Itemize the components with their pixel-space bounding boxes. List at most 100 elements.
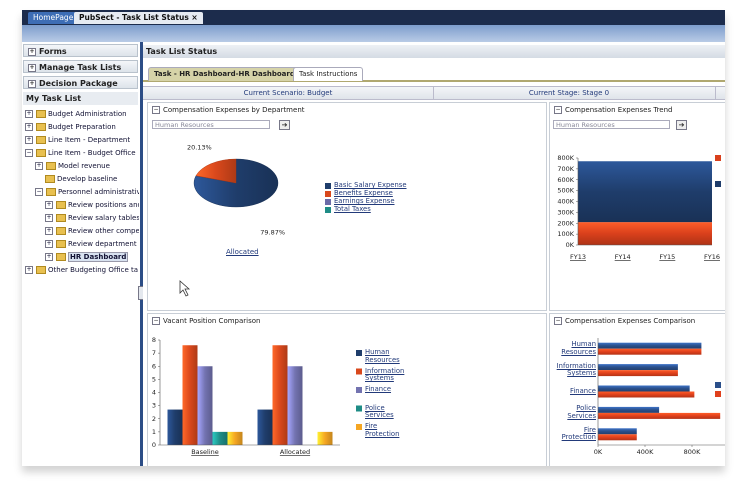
close-icon[interactable]: × xyxy=(191,13,198,22)
tree-item[interactable]: − Personnel administrative xyxy=(22,186,139,199)
legend-swatch xyxy=(325,191,331,197)
y-tick-label: 6 xyxy=(152,362,156,370)
tree-label: Budget Preparation xyxy=(48,123,116,131)
tree-item[interactable]: + Review salary tables xyxy=(45,214,139,222)
accordion-header[interactable]: + Manage Task Lists xyxy=(23,60,138,73)
legend-swatch xyxy=(715,391,721,397)
legend-label[interactable]: Human Resources xyxy=(365,348,400,364)
tree-item[interactable]: + Line Item - Department xyxy=(25,136,131,144)
tree-item[interactable]: − Line Item - Budget Office xyxy=(25,149,136,157)
y-tick-label: 700K xyxy=(557,165,574,173)
dropdown[interactable]: Human Resources xyxy=(152,120,270,129)
legend-label[interactable]: Total Taxes xyxy=(334,205,371,213)
legend-label[interactable]: Police Services xyxy=(365,403,394,419)
legend-swatch xyxy=(356,350,362,356)
y-tick-label: 600K xyxy=(557,176,574,184)
legend-swatch xyxy=(325,183,331,189)
panel-title: − Vacant Position Comparison xyxy=(152,317,261,325)
header-band xyxy=(22,25,725,42)
y-tick-label: 100K xyxy=(557,230,574,238)
panel-title-text: Compensation Expenses by Department xyxy=(163,106,305,114)
tab-label: PubSect - Task List Status xyxy=(79,13,189,22)
bar xyxy=(598,364,678,371)
data-label: 20.13% xyxy=(187,144,212,152)
tree-label: Review salary tables xyxy=(68,214,139,222)
y-tick-label: 4 xyxy=(152,389,156,397)
go-button[interactable]: ➔ xyxy=(676,120,687,130)
bar xyxy=(287,366,303,445)
divider xyxy=(715,87,716,99)
tree-item[interactable]: + Model revenue xyxy=(35,162,110,170)
x-tick-label: FY16 xyxy=(704,253,720,261)
category-label[interactable]: Information Systems xyxy=(556,361,596,378)
go-button[interactable]: ➔ xyxy=(279,120,290,130)
tree-item[interactable]: + Budget Preparation xyxy=(25,123,116,131)
pie-link[interactable]: Allocated xyxy=(226,248,259,256)
area xyxy=(578,222,712,245)
x-tick-label: 400K xyxy=(637,448,654,456)
page-title: Task List Status xyxy=(143,45,725,58)
panel-title: − Compensation Expenses Trend xyxy=(554,106,673,114)
tree-item[interactable]: + Review department d xyxy=(22,238,139,251)
y-tick-label: 8 xyxy=(152,336,156,344)
tree-item[interactable]: + Other Budgeting Office ta xyxy=(25,266,139,274)
scenario-bar: Current Scenario: Budget Current Stage: … xyxy=(143,86,725,100)
dropdown[interactable]: Human Resources xyxy=(553,120,670,129)
tree-item[interactable]: + Review positions and xyxy=(22,199,139,212)
legend-label[interactable]: Finance xyxy=(365,385,392,393)
charts-group: 79.87%20.13%0K100K200K300K400K500K600K70… xyxy=(152,144,725,456)
tree-label: Review department d xyxy=(68,240,139,248)
tab[interactable]: HomePage xyxy=(28,12,79,24)
task-tab[interactable]: Task Instructions xyxy=(293,67,364,81)
splitter[interactable] xyxy=(140,42,143,466)
tree-label: Review other compen xyxy=(68,227,139,235)
bar xyxy=(598,348,702,355)
legend-label[interactable]: Benefits Expense xyxy=(334,189,393,197)
legend-swatch xyxy=(325,207,331,213)
tree-label: Personnel administrative xyxy=(58,188,139,196)
bar xyxy=(167,409,183,445)
tree-item[interactable]: + Budget Administration xyxy=(25,110,127,118)
legend-swatch xyxy=(356,368,362,375)
bar xyxy=(317,431,333,445)
tree-item[interactable]: + HR Dashboard xyxy=(45,252,129,262)
legend-label[interactable]: Earnings Expense xyxy=(334,197,395,205)
y-tick-label: 1 xyxy=(152,428,156,436)
panel-title-text: Compensation Expenses Comparison xyxy=(565,317,696,325)
legend-label[interactable]: Fire Protection xyxy=(365,422,400,438)
divider xyxy=(433,87,434,99)
accordion-header[interactable]: + Forms xyxy=(23,44,138,57)
category-label[interactable]: Finance xyxy=(569,386,596,395)
tree-item[interactable]: Develop baseline xyxy=(22,173,139,186)
y-tick-label: 400K xyxy=(557,198,574,206)
bar xyxy=(257,409,273,445)
bar xyxy=(598,428,637,435)
panel-header: My Task List xyxy=(23,92,138,105)
scenario[interactable]: Current Scenario: Budget xyxy=(243,89,333,97)
tree-item[interactable]: + Review other compen xyxy=(22,225,139,238)
panel-title: − Compensation Expenses Comparison xyxy=(554,317,696,325)
x-tick-label: FY14 xyxy=(615,253,631,261)
stage[interactable]: Current Stage: Stage 0 xyxy=(528,89,610,97)
legend-label[interactable]: Information Systems xyxy=(365,366,405,382)
tree-label: Line Item - Department xyxy=(48,136,131,144)
legend-swatch xyxy=(715,155,721,161)
tab[interactable]: PubSect - Task List Status × xyxy=(74,12,203,24)
bar xyxy=(272,345,288,445)
legend-label[interactable]: Basic Salary Expense xyxy=(334,181,407,189)
panel-title: − Compensation Expenses by Department xyxy=(152,106,305,114)
legend-swatch xyxy=(356,424,362,430)
category-label[interactable]: Fire Protection xyxy=(561,425,596,442)
tree-label: Model revenue xyxy=(58,162,110,170)
pie-slice xyxy=(195,158,237,184)
category-label[interactable]: Human Resources xyxy=(561,340,596,356)
y-tick-label: 3 xyxy=(152,402,156,410)
data-label: 79.87% xyxy=(260,228,285,236)
y-tick-label: 500K xyxy=(557,187,574,195)
x-tick-label: 0K xyxy=(594,448,603,456)
category-label[interactable]: Police Services xyxy=(567,404,596,420)
panel-title-text: Vacant Position Comparison xyxy=(163,317,261,325)
bar xyxy=(598,406,660,413)
x-tick-label: FY15 xyxy=(659,253,675,261)
